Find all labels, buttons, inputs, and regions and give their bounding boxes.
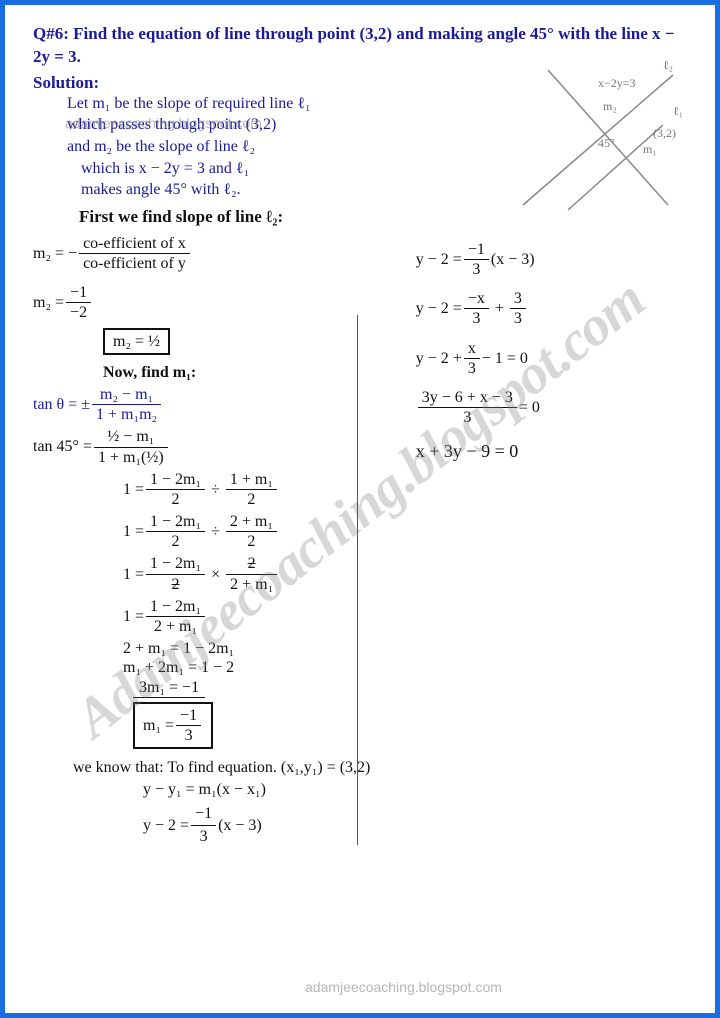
page: Adamjeecoaching.blogspot.com adamjeecoac… (5, 5, 715, 1013)
footer-know: we know that: To find equation. (x₁,y₁) … (73, 757, 687, 779)
solution-line: makes angle 45° with ℓ₂. (81, 179, 487, 201)
step: tan 45° = ½ − m₁1 + m₁(½) (33, 427, 324, 466)
diagram-eq-label: x−2y=3 (598, 76, 636, 90)
solution-line: Let m₁ be the slope of required line ℓ₁ (67, 93, 487, 115)
diagram-angle-label: 45° (598, 136, 615, 150)
footer-eq1: y − y₁ = m₁(x − x₁) (143, 779, 687, 801)
angle-diagram: ℓ₂ ℓ₁ x−2y=3 m₂ m₁ 45° (3,2) (513, 55, 693, 215)
question-label: Q#6: (33, 24, 69, 43)
rstep-final: x + 3y − 9 = 0 (416, 441, 687, 463)
heading-find-m1: Now, find m₁: (103, 363, 324, 382)
diagram-l1-label: ℓ₁ (673, 104, 683, 118)
solution-line: which is x − 2y = 3 and ℓ₁ (81, 158, 487, 180)
tan-formula: tan θ = ± m₂ − m₁ 1 + m₁m₂ (33, 385, 324, 424)
step: 1 = 1 − 2m₁2 ÷ 2 + m₁2 (123, 512, 324, 551)
rstep: y − 2 = −x3 + 33 (416, 289, 687, 328)
step: 1 = 1 − 2m₁2 × 22 + m₁ (123, 554, 324, 593)
diagram-m1-label: m₁ (643, 142, 657, 156)
footer-eq2: y − 2 = −13 (x − 3) (143, 803, 687, 847)
m2-step: m₂ = −1 −2 (33, 283, 324, 322)
m2-boxed: m₂ = ½ (103, 326, 324, 357)
diagram-m2-label: m₂ (603, 99, 617, 113)
rstep: 3y − 6 + x − 33 = 0 (416, 388, 687, 427)
rstep: y − 2 + x3 − 1 = 0 (416, 339, 687, 378)
footer-work: we know that: To find equation. (x₁,y₁) … (73, 757, 687, 847)
solution-body: Let m₁ be the slope of required line ℓ₁ … (67, 93, 487, 201)
work-columns: m₂ = − co-efficient of x co-efficient of… (33, 231, 687, 751)
rstep: y − 2 = −13 (x − 3) (416, 240, 687, 279)
solution-line: and m₂ be the slope of line ℓ₂ (67, 136, 487, 158)
right-column: y − 2 = −13 (x − 3) y − 2 = −x3 + 33 y −… (394, 231, 687, 751)
watermark-bottom: adamjeecoaching.blogspot.com (305, 979, 502, 995)
solution-line: which passes through point (3,2) (67, 114, 487, 136)
column-divider (357, 315, 358, 845)
m1-boxed: m₁ = −13 (133, 700, 324, 751)
m2-formula: m₂ = − co-efficient of x co-efficient of… (33, 234, 324, 273)
diagram-l2-label: ℓ₂ (663, 58, 673, 72)
left-column: m₂ = − co-efficient of x co-efficient of… (33, 231, 324, 751)
step: m₁ + 2m₁ = 1 − 2 (123, 658, 324, 677)
diagram-point-label: (3,2) (653, 126, 676, 140)
step: 1 = 1 − 2m₁2 + m₁ (123, 597, 324, 636)
step: 3m₁ = −1 (133, 678, 205, 698)
step: 2 + m₁ = 1 − 2m₁ (123, 639, 324, 658)
step: 1 = 1 − 2m₁2 ÷ 1 + m₁2 (123, 470, 324, 509)
